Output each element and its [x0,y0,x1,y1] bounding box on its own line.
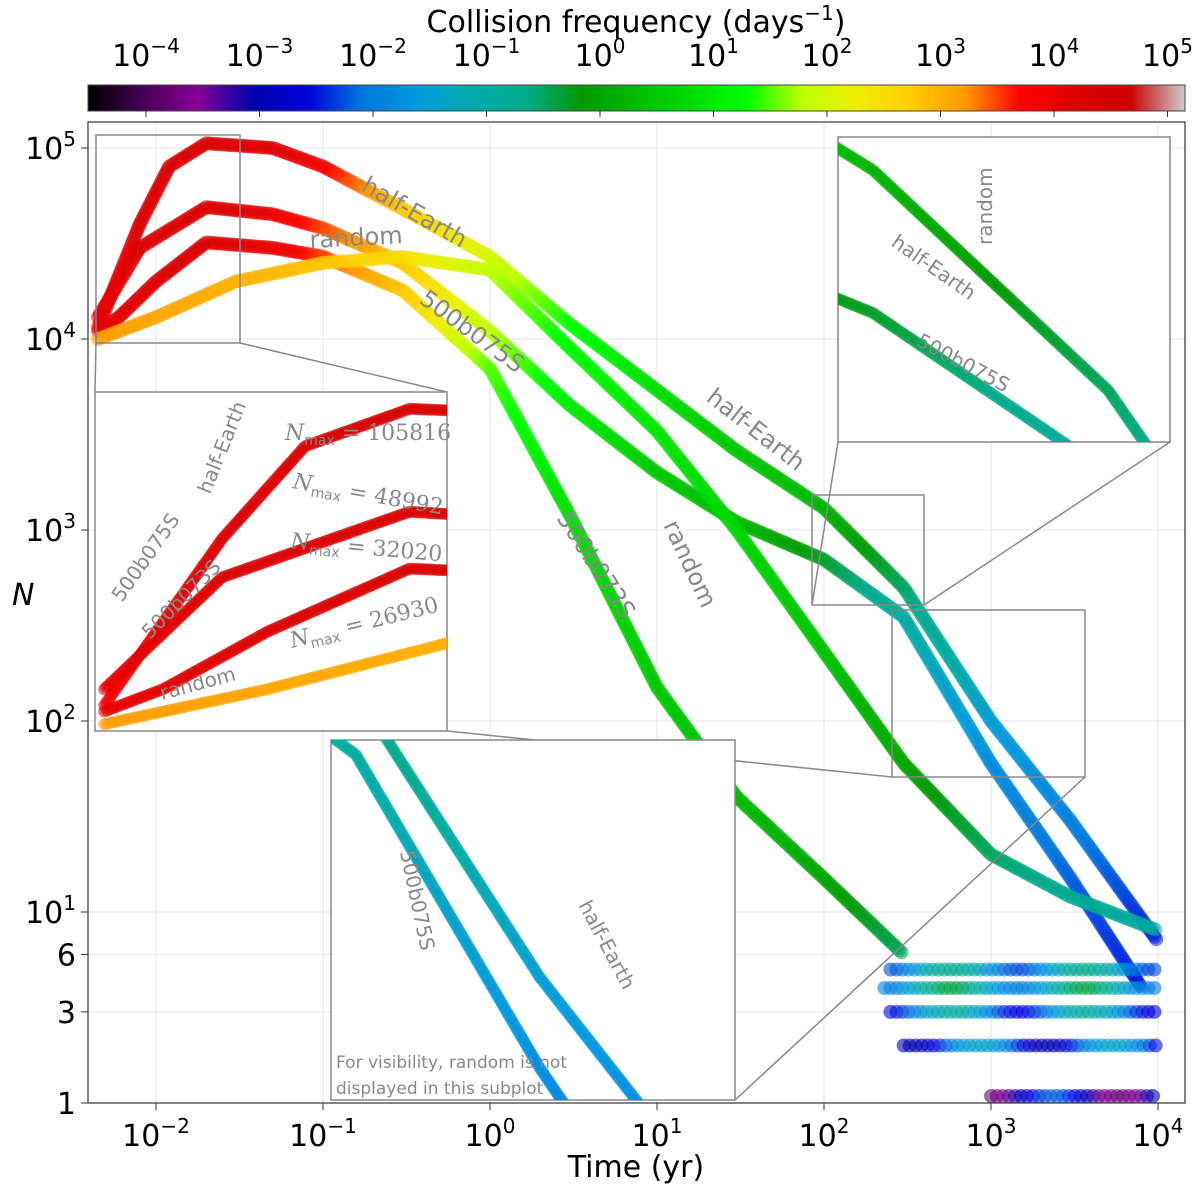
point-500b075s [442,508,447,520]
point-half-earth [1144,441,1151,442]
inset-bottom: 500b075S half-Earth For visibility, rand… [330,739,736,1101]
colorbar-tick-label: 10−3 [226,34,294,74]
point-500b075s [1060,438,1072,442]
point-500b075s [1064,439,1074,442]
point-half-earth [631,1095,643,1100]
colorbar-tick-label: 10−1 [453,34,521,74]
nmax-500b073s: Nmax = 32020 [288,529,443,570]
point-low-n [1147,981,1162,996]
y-tick-label: 104 [25,318,76,358]
colorbar-tick-label: 100 [575,34,626,74]
label-random: random [309,221,403,254]
point-500b073s [445,566,447,575]
point-low-n [1148,1038,1163,1053]
x-tick-label: 100 [465,1114,516,1154]
point-half-earth [442,404,447,417]
colorbar-label: Collision frequency (days−1) [427,1,846,40]
point-low-n [1146,1089,1160,1103]
colorbar-tick-label: 101 [688,34,739,74]
y-tick-label: 105 [25,127,76,167]
colorbar-tick-label: 102 [802,34,853,74]
inset-note-line-1: For visibility, random is not [336,1053,567,1073]
label-500b073s: 500b073S [551,506,641,624]
x-tick-label: 10−1 [289,1114,357,1154]
point-random [443,637,447,649]
y-axis-label: N [12,578,34,613]
point-half-earth [1140,438,1152,442]
x-axis-label: Time (yr) [567,1150,704,1185]
colorbar-tick-label: 104 [1029,34,1080,74]
point-half-earth [445,406,447,415]
y-ticks: 105 104 103 102 101 6 3 1 [25,127,88,1122]
x-ticks: 10−2 10−1 100 101 102 103 104 [122,1103,1183,1154]
point-random [1148,922,1163,937]
zoom-region-left [95,134,241,344]
nmax-half-earth: Nmax = 105816 [284,421,451,449]
point-low-n [1147,962,1162,977]
colorbar-tick-label: 10−2 [339,34,407,74]
colorbar-tick-label: 10−4 [112,34,180,74]
plot-frame [87,121,1186,1104]
nmax-random: Nmax = 26930 [286,593,441,657]
y-tick-label: 3 [57,996,76,1031]
colorbar [87,84,1186,112]
inset-tr-label-random: random [973,167,997,245]
point-500b075s [445,510,447,519]
inset-left: half-Earth 500b075S 500b073S random Nmax… [94,391,451,732]
y-tick-label: 101 [25,891,76,931]
inset-note-line-2: displayed in this subplot [336,1079,544,1099]
main-scatter [91,136,1164,1103]
colorbar-ticks: 10−4 10−3 10−2 10−1 100 101 102 103 104 105 [112,34,1193,117]
inset-top-right: random half-Earth 500b075S [837,136,1171,443]
point-500b075s [560,1098,569,1100]
point-500b073s [442,564,447,577]
y-tick-label: 103 [25,509,76,549]
y-tick-label: 1 [57,1087,76,1122]
point-half-earth [634,1097,644,1100]
point-random [446,639,447,645]
colorbar-tick-label: 105 [1142,34,1193,74]
zoom-indicators [94,134,1171,1101]
x-tick-label: 102 [799,1114,850,1154]
x-tick-label: 10−2 [122,1114,190,1154]
point-500b075s [1068,441,1074,442]
y-tick-label: 6 [57,938,76,973]
zoom-region-bottom [891,609,1086,778]
zoom-region-top-right [811,494,925,606]
point-500b073s [894,945,909,960]
point-500b075s [557,1096,569,1100]
colorbar-tick-label: 103 [915,34,966,74]
point-half-earth [838,142,839,147]
x-tick-label: 101 [632,1114,683,1154]
x-tick-label: 104 [1133,1114,1184,1154]
x-tick-label: 103 [966,1114,1017,1154]
y-tick-label: 102 [25,700,76,740]
point-low-n [1147,1004,1162,1019]
